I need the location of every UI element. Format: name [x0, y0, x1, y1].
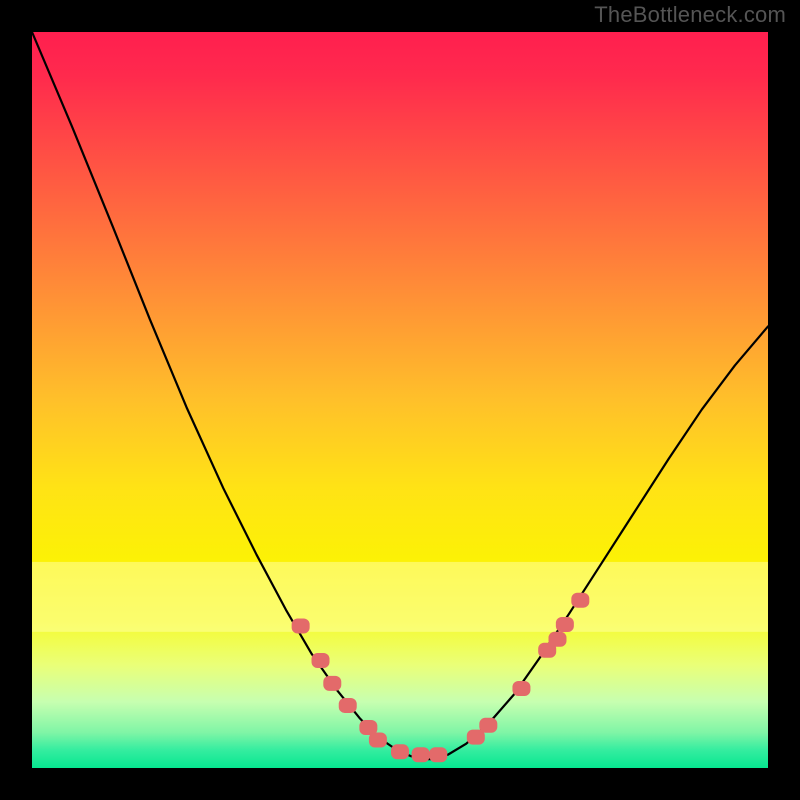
curve-marker [556, 617, 574, 632]
curve-marker [312, 653, 330, 668]
curve-marker [571, 593, 589, 608]
highlight-band [32, 562, 768, 632]
curve-marker [429, 747, 447, 762]
chart-container: TheBottleneck.com [0, 0, 800, 800]
curve-marker [369, 733, 387, 748]
curve-marker [391, 744, 409, 759]
curve-marker [512, 681, 530, 696]
curve-marker [339, 698, 357, 713]
curve-marker [292, 618, 310, 633]
curve-marker [549, 632, 567, 647]
curve-marker [323, 676, 341, 691]
curve-marker [412, 747, 430, 762]
plot-background [32, 32, 768, 768]
bottleneck-curve-chart [0, 0, 800, 800]
curve-marker [479, 718, 497, 733]
watermark-text: TheBottleneck.com [594, 2, 786, 28]
